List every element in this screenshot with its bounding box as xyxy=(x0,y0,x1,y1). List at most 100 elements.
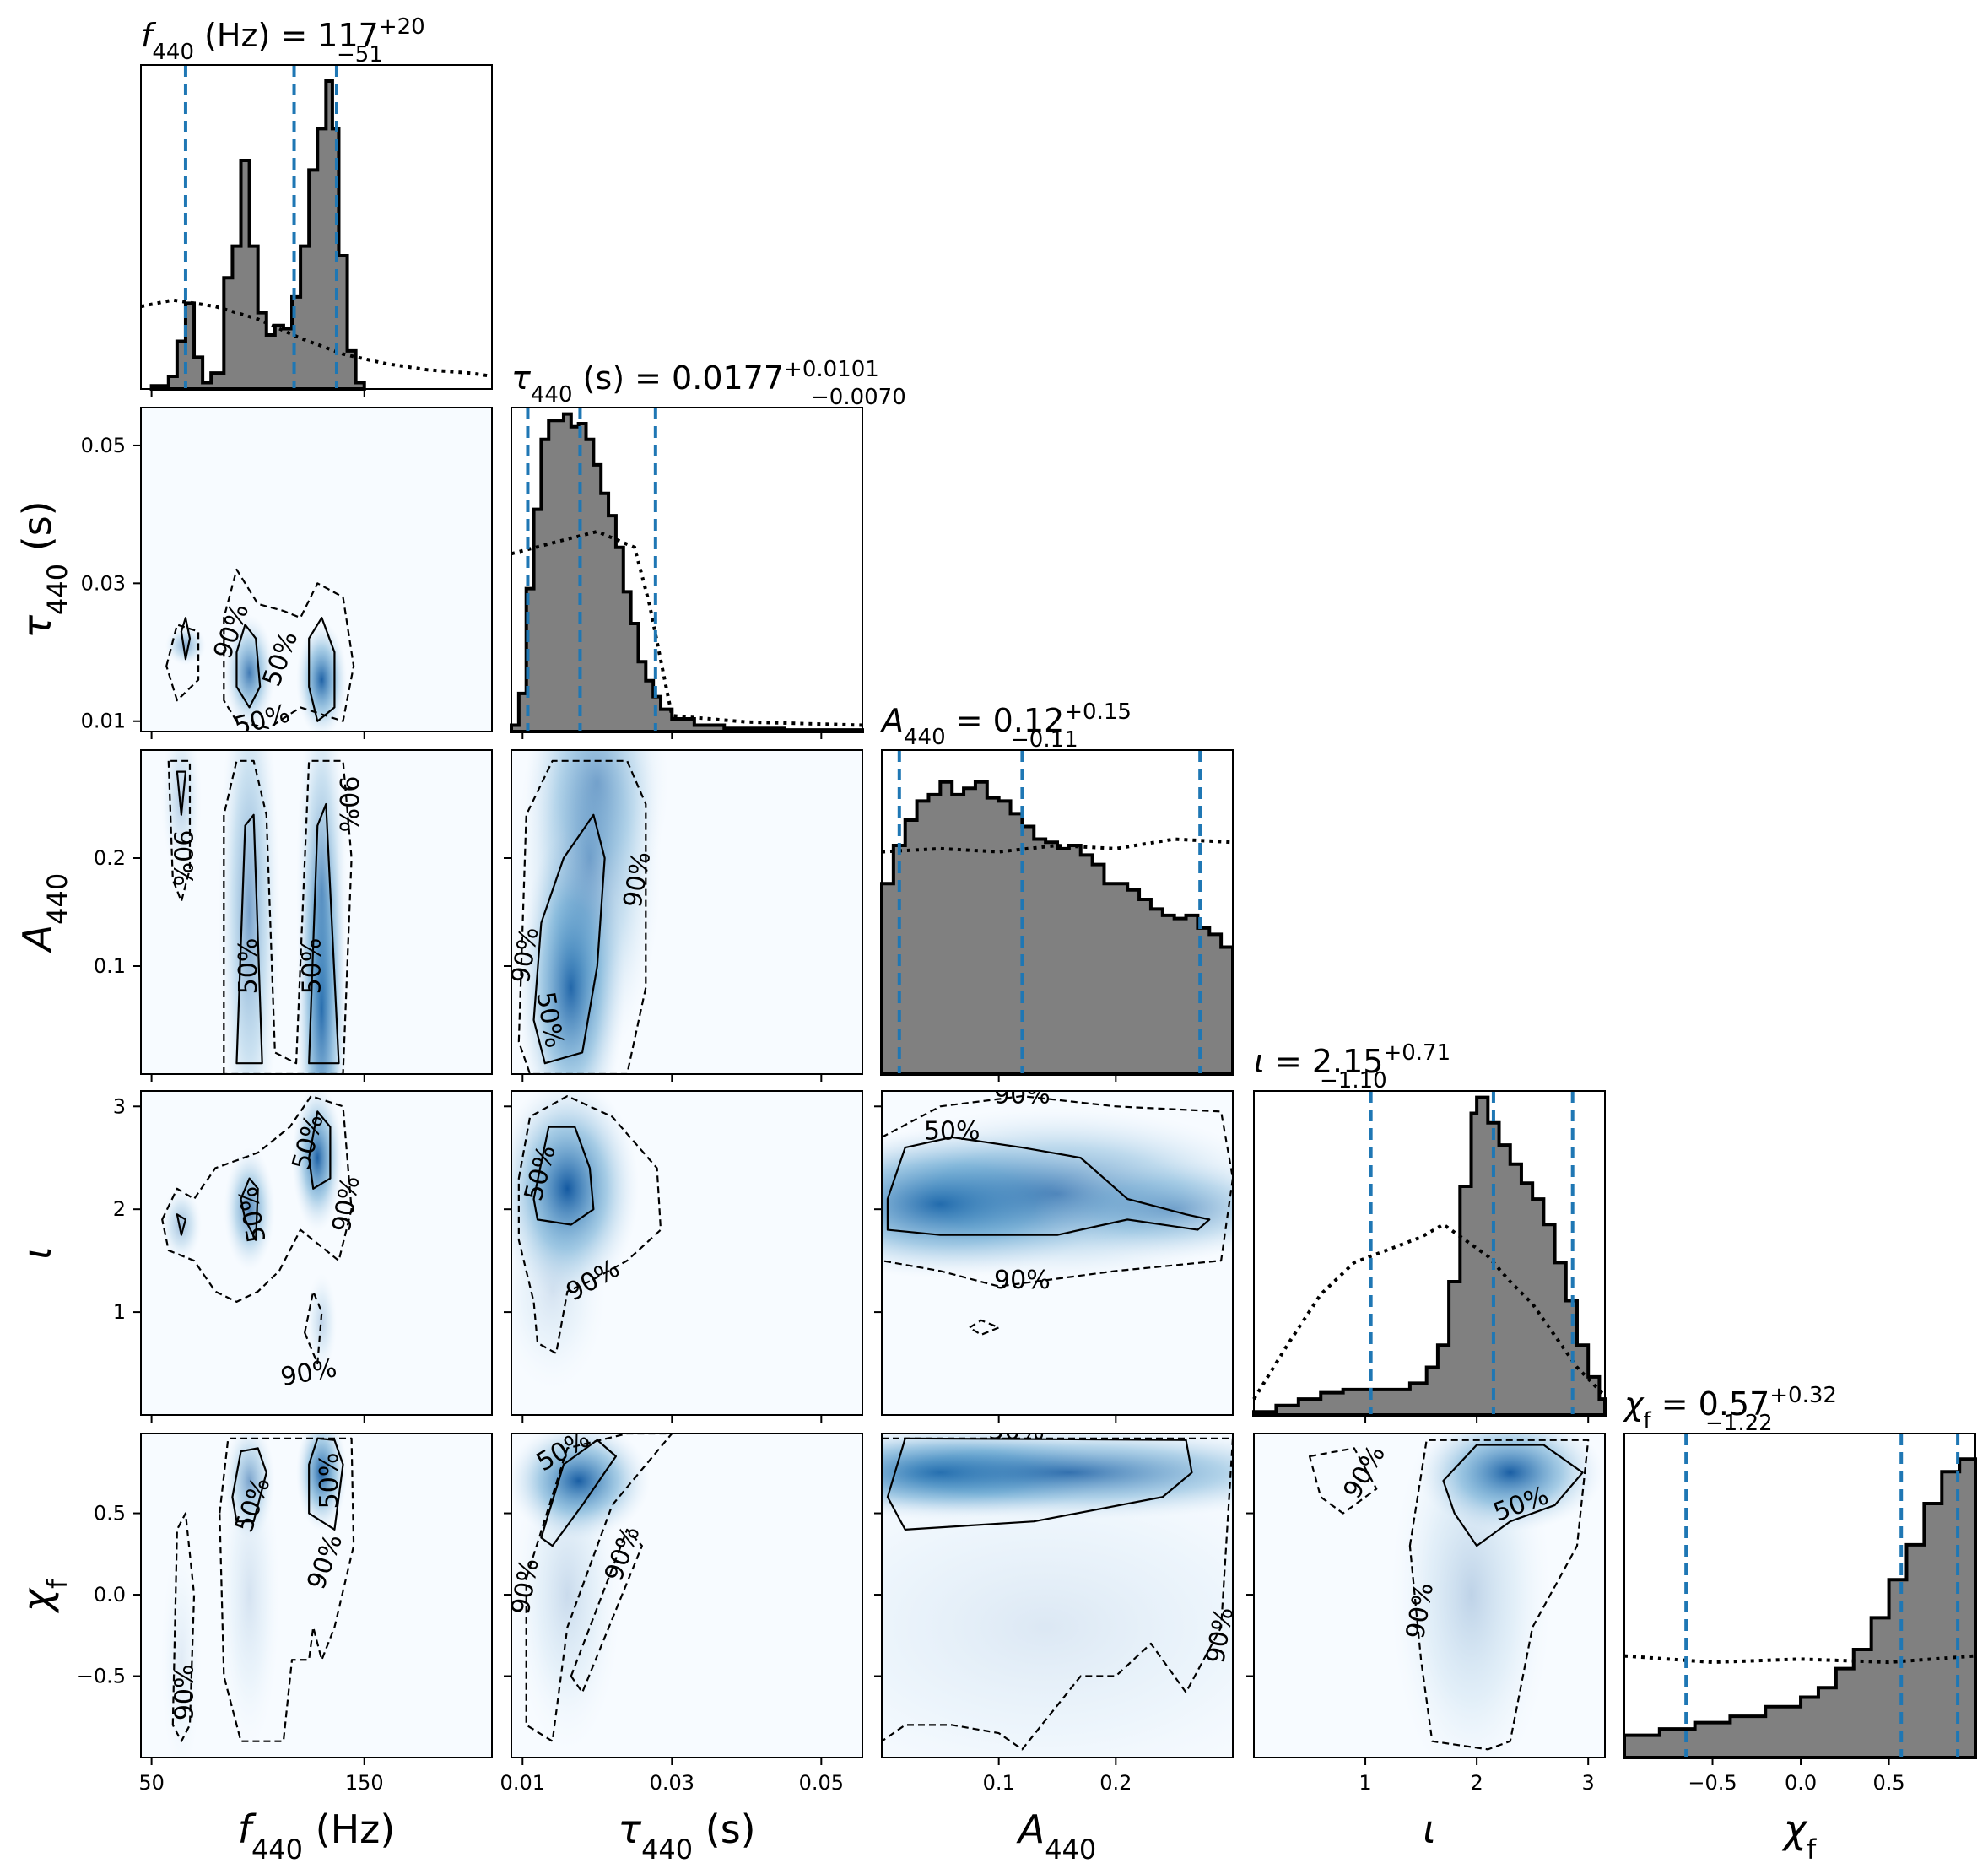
contour-label: 50% xyxy=(234,938,263,995)
density-blob xyxy=(511,1192,607,1390)
contour-label: 50% xyxy=(924,1116,980,1146)
panel-frame xyxy=(1623,1433,1976,1758)
panel-frame xyxy=(511,407,863,732)
y-axis-label-tau: τ440 (s) xyxy=(14,500,73,638)
posterior-histogram xyxy=(1623,1457,1977,1759)
contour-50 xyxy=(176,1213,187,1236)
contour-50 xyxy=(308,1110,332,1190)
panel-frame xyxy=(511,1090,863,1416)
contour-90 xyxy=(1408,1439,1590,1751)
density-blob xyxy=(165,625,207,666)
y-axis-label-chi: χf xyxy=(14,1579,73,1614)
title-tau: τ440 (s) = 0.0177+0.0101 xyxy=(511,357,879,408)
contour-50 xyxy=(235,624,262,709)
contour-90 xyxy=(165,624,200,702)
y-tick-label: 3 xyxy=(113,1094,126,1118)
contour-90 xyxy=(525,1434,673,1742)
y-tick-label: 0.01 xyxy=(81,710,126,733)
density-blob xyxy=(296,750,348,1074)
density-blob xyxy=(1034,1159,1233,1259)
contour-90 xyxy=(171,1512,196,1742)
x-tick-label: 0.2 xyxy=(1099,1771,1132,1795)
contour-50 xyxy=(240,1177,259,1241)
contour-90 xyxy=(304,1290,323,1365)
y-tick-label: 0.2 xyxy=(94,846,126,870)
y-tick-label: 0.0 xyxy=(94,1583,126,1606)
contour-label: 90% xyxy=(333,776,363,833)
density-blob xyxy=(160,1542,203,1758)
density-blob xyxy=(1391,1434,1552,1758)
contour-50 xyxy=(532,813,606,1065)
density-blob xyxy=(306,1272,338,1372)
contour-50 xyxy=(1442,1444,1584,1547)
density-blob xyxy=(882,1434,1233,1758)
density-blob xyxy=(219,1438,280,1752)
panel-frame xyxy=(881,1090,1234,1416)
contour-90 xyxy=(517,1095,662,1354)
contour-label: 50% xyxy=(988,1417,1045,1446)
contour-label: 90% xyxy=(994,1266,1051,1295)
title-f: f440 (Hz) = 117+20 xyxy=(141,14,425,65)
title-minus-A: −0.11 xyxy=(1011,727,1078,753)
contour-90 xyxy=(1308,1447,1378,1515)
contour-90 xyxy=(570,1528,643,1693)
y-tick-label: 0.1 xyxy=(94,954,126,978)
contour-90 xyxy=(219,1437,355,1742)
contour-50 xyxy=(532,1126,595,1226)
contour-label: 90% xyxy=(167,830,197,887)
x-tick-label: 50 xyxy=(138,1771,165,1795)
x-axis-label-iota: ι xyxy=(1423,1806,1436,1852)
y-axis-label-iota: ι xyxy=(14,1246,60,1260)
contour-50 xyxy=(231,1447,267,1523)
contour-50 xyxy=(540,1439,618,1547)
panel-frame xyxy=(881,749,1234,1075)
panel-frame xyxy=(140,1090,493,1416)
contour-50 xyxy=(180,617,192,661)
title-minus-f: −51 xyxy=(337,42,383,68)
prior-histogram xyxy=(511,529,863,727)
x-axis-label-A: A440 xyxy=(1016,1806,1097,1863)
x-axis-label-chi: χf xyxy=(1781,1806,1817,1863)
x-tick-label: 0.01 xyxy=(500,1771,545,1795)
contour-90 xyxy=(223,759,353,1074)
hist-panel-A xyxy=(880,749,1234,1076)
posterior-histogram xyxy=(510,412,864,733)
x-tick-label: 0.0 xyxy=(1785,1771,1817,1795)
density-panel-chi-vs-f: 50% 50%90%90% xyxy=(140,1433,493,1758)
contour-90 xyxy=(223,568,355,730)
contour-90 xyxy=(517,759,647,1074)
hist-panel-chi xyxy=(1623,1433,1977,1759)
density-panel-chi-vs-tau: 50%90%90% xyxy=(511,1433,863,1758)
title-iota: ι = 2.15+0.71 xyxy=(1254,1040,1450,1080)
contour-90 xyxy=(161,1095,353,1303)
density-blob xyxy=(224,1148,275,1272)
x-tick-label: 0.1 xyxy=(983,1771,1015,1795)
contour-label: 50% xyxy=(298,938,327,995)
x-axis-label-f: f440 (Hz) xyxy=(238,1806,396,1863)
density-panel-chi-vs-A: 50%90% xyxy=(881,1417,1234,1758)
x-tick-label: 1 xyxy=(1359,1771,1371,1795)
contour-90 xyxy=(167,759,192,903)
density-blob xyxy=(513,1438,622,1752)
title-minus-tau: −0.0070 xyxy=(811,385,906,410)
contour-50 xyxy=(308,617,336,722)
y-tick-label: 0.5 xyxy=(94,1502,126,1526)
contour-90 xyxy=(968,1319,1000,1336)
density-panel-chi-vs-iota: 50%90%90% xyxy=(1253,1433,1606,1758)
y-tick-label: 0.05 xyxy=(81,434,126,457)
density-blob xyxy=(219,750,280,1074)
posterior-histogram xyxy=(880,780,1234,1076)
y-tick-label: −0.5 xyxy=(77,1665,126,1688)
density-panel-iota-vs-A: 50% 90% 90% xyxy=(881,1090,1234,1416)
density-panel-iota-vs-tau: 50%90% xyxy=(511,1090,863,1416)
density-panel-iota-vs-f: 50%50% 90%90% xyxy=(140,1090,493,1416)
x-tick-label: 0.05 xyxy=(799,1771,844,1795)
hist-panel-iota xyxy=(1252,1090,1607,1417)
x-axis-label-tau: τ440 (s) xyxy=(618,1806,755,1863)
y-axis-label-A: A440 xyxy=(14,873,73,954)
density-panel-A-vs-tau: 90%50%90% xyxy=(511,749,863,1075)
title-chi: χf = 0.57+0.32 xyxy=(1623,1383,1837,1434)
panel-frame xyxy=(140,407,493,732)
density-blob xyxy=(224,614,275,732)
title-minus-iota: −1.10 xyxy=(1320,1068,1387,1094)
